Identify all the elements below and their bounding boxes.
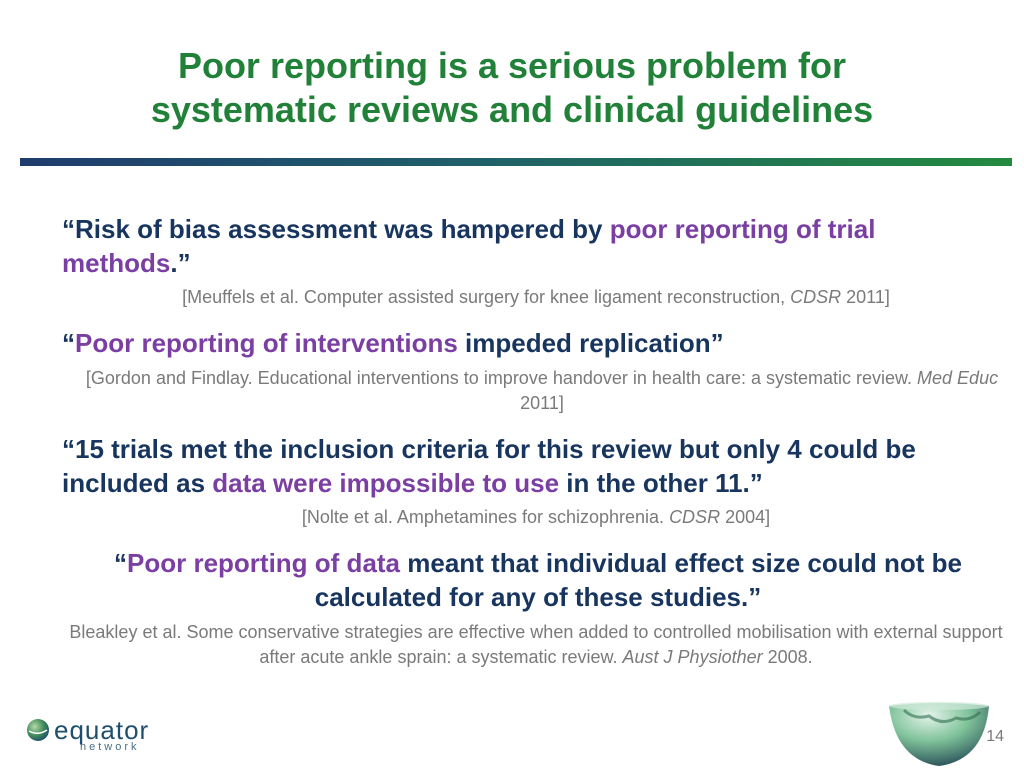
quote-2-highlight: Poor reporting of interventions [75,328,458,358]
citation-3-journal: CDSR [669,507,721,527]
quote-1-text: “Risk of bias assessment was hampered by [62,214,610,244]
quote-2: “Poor reporting of interventions impeded… [62,326,1002,360]
citation-4-journal: Aust J Physiother [622,647,763,667]
citation-2-journal: Med Educ [917,368,999,388]
citation-1-text: [Meuffels et al. Computer assisted surge… [182,287,791,307]
quote-4-highlight: Poor reporting of data [127,548,401,578]
citation-1-year: 2011] [841,287,890,307]
logo-subtitle: network [80,741,140,753]
quote-3-highlight: data were impossible to use [212,468,560,498]
citation-2-year: 2011] [520,393,564,413]
quote-4-text: “ [114,548,128,578]
quote-4: “Poor reporting of data meant that indiv… [60,546,1016,614]
slide-title: Poor reporting is a serious problem for … [40,44,984,132]
quote-2-text: “ [62,328,75,358]
citation-3: [Nolte et al. Amphetamines for schizophr… [200,505,872,530]
slide-title-line2: systematic reviews and clinical guidelin… [150,89,874,130]
quote-1: “Risk of bias assessment was hampered by… [62,212,1002,280]
quote-3: “15 trials met the inclusion criteria fo… [62,432,1012,500]
citation-4: Bleakley et al. Some conservative strate… [52,620,1020,670]
quote-1-end: .” [170,248,191,278]
page-number: 14 [986,728,1004,745]
equator-logo: equator network [26,714,156,754]
logo-name: equator [54,715,150,745]
citation-4-year: 2008. [762,647,813,667]
citation-3-text: [Nolte et al. Amphetamines for schizophr… [301,507,670,527]
equator-logo-icon [27,719,49,741]
quote-2-end: impeded replication” [457,328,724,358]
citation-2-text: [Gordon and Findlay. Educational interve… [85,368,918,388]
quote-3-end: in the other 11.” [559,468,763,498]
citation-2: [Gordon and Findlay. Educational interve… [80,366,1004,416]
citation-1-journal: CDSR [790,287,842,307]
title-divider [20,158,1012,166]
citation-3-year: 2004] [720,507,771,527]
globe-icon [889,702,989,766]
quote-3-text: “15 trials met the inclusion criteria fo… [62,434,916,498]
citation-1: [Meuffels et al. Computer assisted surge… [100,285,972,310]
quote-4-end: meant that individual effect size could … [314,548,962,612]
slide-title-line1: Poor reporting is a serious problem for [177,45,847,86]
quote-1-highlight: poor reporting of trial methods [62,214,876,278]
citation-4-text: Bleakley et al. Some conservative strate… [69,622,1003,667]
